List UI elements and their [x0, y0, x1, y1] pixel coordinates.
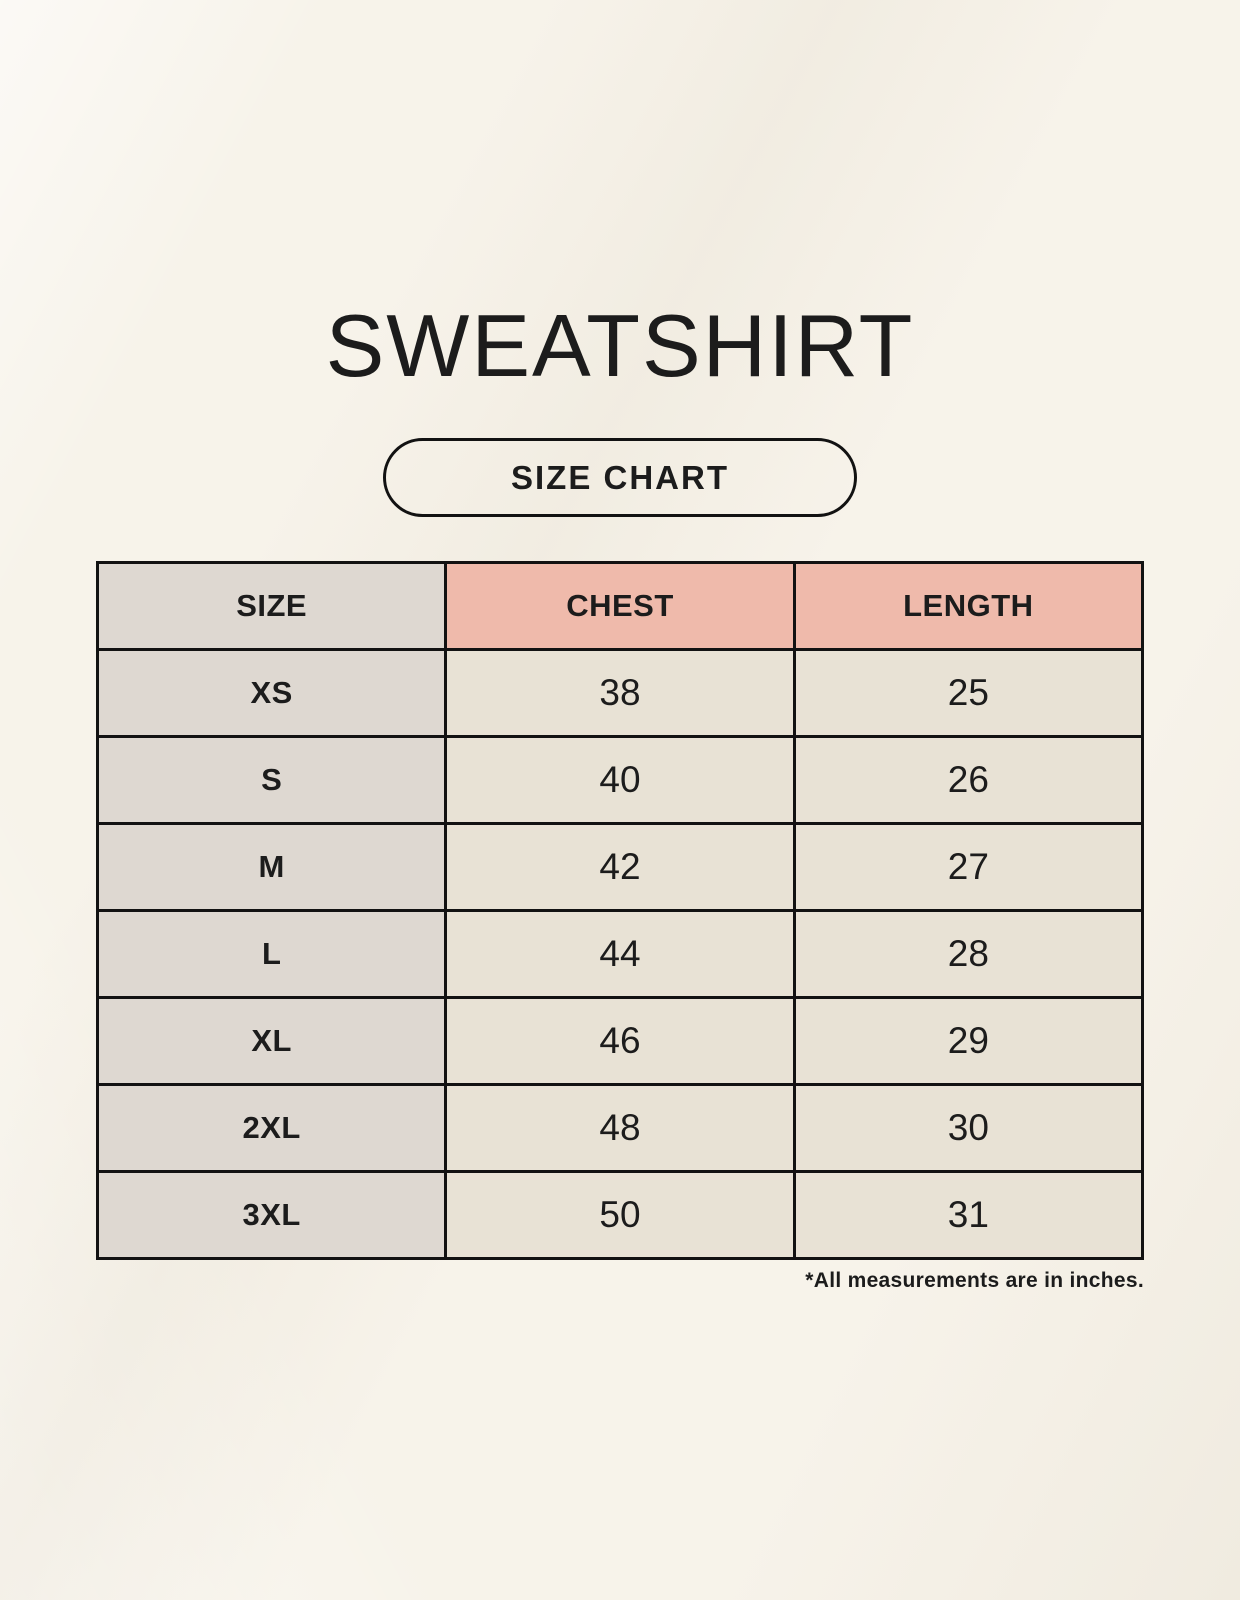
length-cell: 26	[792, 735, 1145, 826]
column-header-size: SIZE	[95, 561, 448, 652]
size-chart-badge-label: SIZE CHART	[511, 458, 729, 496]
table-row: S 40 26	[95, 735, 1145, 826]
size-cell: XS	[95, 648, 448, 739]
column-header-length: LENGTH	[792, 561, 1145, 652]
table-row: 3XL 50 31	[95, 1170, 1145, 1261]
size-chart-badge: SIZE CHART	[383, 438, 857, 518]
size-cell: L	[95, 909, 448, 1000]
chest-cell: 44	[444, 909, 796, 1000]
size-cell: S	[95, 735, 448, 826]
size-cell: 3XL	[95, 1170, 448, 1261]
table-row: XS 38 25	[95, 648, 1145, 739]
chest-cell: 48	[444, 1083, 796, 1174]
length-cell: 31	[792, 1170, 1145, 1261]
chest-cell: 38	[444, 648, 796, 739]
chest-cell: 50	[444, 1170, 796, 1261]
size-table: SIZE CHEST LENGTH XS 38 25 S 40 26 M 42 …	[95, 561, 1145, 1261]
size-cell: XL	[95, 996, 448, 1087]
length-cell: 25	[792, 648, 1145, 739]
page-title: SWEATSHIRT	[325, 296, 915, 395]
chest-cell: 40	[444, 735, 796, 826]
table-row: L 44 28	[95, 909, 1145, 1000]
length-cell: 28	[792, 909, 1145, 1000]
length-cell: 30	[792, 1083, 1145, 1174]
chest-cell: 42	[444, 822, 796, 913]
chest-cell: 46	[444, 996, 796, 1087]
column-header-chest: CHEST	[444, 561, 796, 652]
table-row: M 42 27	[95, 822, 1145, 913]
measurements-footnote: *All measurements are in inches.	[805, 1269, 1144, 1293]
length-cell: 29	[792, 996, 1145, 1087]
table-row: 2XL 48 30	[95, 1083, 1145, 1174]
size-cell: M	[95, 822, 448, 913]
size-cell: 2XL	[95, 1083, 448, 1174]
table-header-row: SIZE CHEST LENGTH	[95, 561, 1145, 652]
table-row: XL 46 29	[95, 996, 1145, 1087]
length-cell: 27	[792, 822, 1145, 913]
